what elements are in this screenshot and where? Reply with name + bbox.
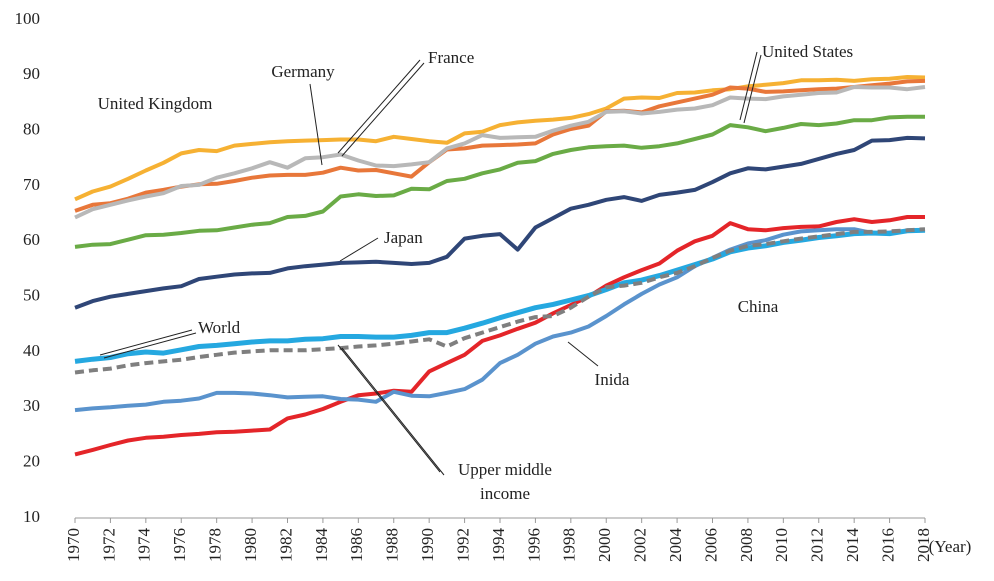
- y-tick-label: 100: [15, 9, 41, 28]
- series-line: [74, 227, 926, 364]
- x-tick-label: 1994: [489, 528, 508, 563]
- series-line: [74, 114, 925, 249]
- series-label: United Kingdom: [97, 94, 213, 113]
- x-tick-label: 2000: [595, 528, 614, 562]
- y-tick-label: 70: [23, 175, 40, 194]
- x-tick-label: 2008: [737, 528, 756, 562]
- leader-line: [99, 329, 193, 356]
- x-tick-label: 1974: [135, 528, 154, 563]
- x-tick-label: 2016: [878, 528, 897, 562]
- x-tick-label: 2010: [772, 528, 791, 562]
- series-line: [74, 215, 925, 457]
- x-tick-label: 2004: [666, 528, 685, 563]
- series-line: [74, 227, 926, 413]
- series-label: Japan: [384, 228, 423, 247]
- leader-line: [337, 59, 421, 154]
- x-tick-label: 2018: [914, 528, 933, 562]
- series-label: China: [737, 297, 779, 316]
- x-tick-label: 1978: [206, 528, 225, 562]
- series-label: Inida: [594, 370, 630, 389]
- x-tick-label: 1988: [383, 528, 402, 562]
- x-tick-label: 1998: [560, 528, 579, 562]
- x-tick-label: 1986: [347, 528, 366, 562]
- leader-line: [103, 332, 197, 359]
- y-tick-label: 20: [23, 452, 40, 471]
- leader-line: [341, 62, 425, 157]
- x-tick-label: 1990: [418, 528, 437, 562]
- y-tick-label: 80: [23, 120, 40, 139]
- series-label: Upper middle income: [458, 460, 552, 503]
- x-tick-label: 1992: [453, 528, 472, 562]
- x-tick-label: 1970: [64, 528, 83, 562]
- x-tick-label: 2012: [808, 528, 827, 562]
- series-line: [74, 85, 926, 220]
- series-line: [74, 75, 926, 202]
- series-label: United States: [762, 42, 854, 61]
- leader-line: [339, 237, 379, 262]
- x-tick-label: 2002: [631, 528, 650, 562]
- leader-line: [743, 54, 762, 124]
- leader-line: [337, 344, 441, 473]
- x-tick-label: 1982: [276, 528, 295, 562]
- x-axis-label: (Year): [929, 537, 972, 556]
- x-tick-label: 2014: [843, 528, 862, 563]
- series-line: [74, 78, 926, 213]
- y-tick-label: 30: [23, 396, 40, 415]
- y-tick-label: 50: [23, 286, 40, 305]
- x-tick-label: 2006: [701, 528, 720, 562]
- y-tick-label: 10: [23, 507, 40, 526]
- series-label: World: [198, 318, 241, 337]
- y-tick-label: 40: [23, 341, 40, 360]
- x-tick-label: 1996: [524, 528, 543, 562]
- leader-line: [739, 51, 758, 121]
- series-label: Germany: [271, 62, 335, 81]
- series-label: France: [428, 48, 475, 67]
- series-line: [74, 135, 926, 310]
- leader-line: [341, 347, 445, 476]
- x-tick-label: 1972: [99, 528, 118, 562]
- x-tick-label: 1976: [170, 528, 189, 562]
- series-line: [74, 227, 926, 375]
- x-tick-label: 1980: [241, 528, 260, 562]
- leader-line: [309, 83, 323, 166]
- leader-line: [567, 341, 599, 367]
- y-tick-label: 60: [23, 230, 40, 249]
- x-tick-label: 1984: [312, 528, 331, 563]
- y-tick-label: 90: [23, 64, 40, 83]
